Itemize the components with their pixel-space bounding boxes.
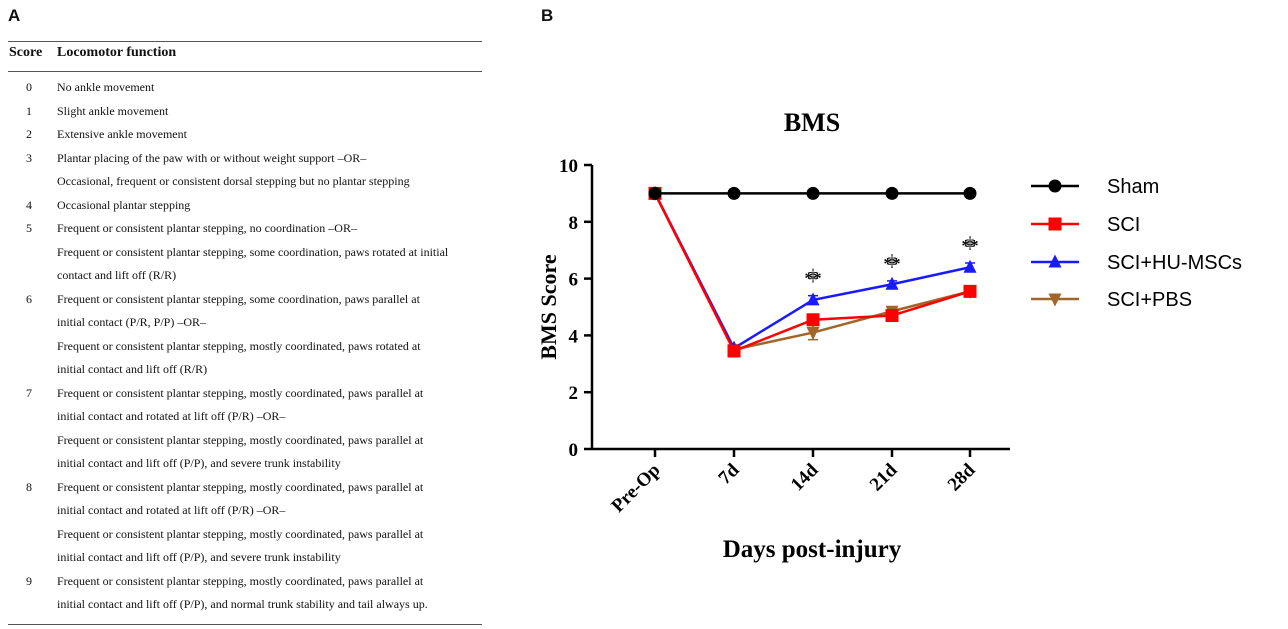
table-description-line: initial contact and rotated at lift off … bbox=[57, 503, 286, 517]
legend-label: SCI+HU-MSCs bbox=[1107, 252, 1242, 274]
data-point-sci bbox=[885, 309, 899, 323]
x-tick-label: 21d bbox=[866, 459, 902, 495]
x-tick-label: 14d bbox=[787, 459, 823, 495]
y-tick-label: 2 bbox=[569, 383, 579, 404]
data-point-sham bbox=[727, 186, 741, 200]
significance-stars: ** bbox=[962, 236, 979, 255]
table-score-4: 4 bbox=[26, 197, 32, 212]
data-point-sci-hu-mscs bbox=[963, 259, 977, 273]
y-tick-label: 6 bbox=[569, 270, 579, 291]
table-description-line: Extensive ankle movement bbox=[57, 127, 187, 141]
data-point-sham bbox=[885, 186, 899, 200]
header-score: Score bbox=[9, 45, 43, 60]
table-description-line: Frequent or consistent plantar stepping,… bbox=[57, 244, 449, 259]
legend-marker bbox=[1048, 254, 1062, 268]
legend-label: Sham bbox=[1107, 176, 1159, 198]
significance-stars: ** bbox=[884, 254, 901, 273]
legend-marker bbox=[1048, 293, 1062, 307]
panel-a-label: A bbox=[8, 6, 21, 25]
table-description-line: Frequent or consistent plantar stepping,… bbox=[57, 385, 424, 400]
x-tick-label: 7d bbox=[714, 459, 743, 488]
data-point-sham bbox=[806, 186, 820, 200]
table-description-line: initial contact and rotated at lift off … bbox=[57, 409, 286, 423]
table-header-rule bbox=[8, 71, 482, 72]
table-score-3: 3 bbox=[26, 150, 32, 165]
table-description-line: Plantar placing of the paw with or witho… bbox=[57, 150, 367, 165]
table-bottom-rule bbox=[8, 624, 482, 625]
table-description-line: initial contact and lift off (P/P), and … bbox=[57, 597, 428, 611]
table-description-line: Occasional plantar stepping bbox=[57, 197, 191, 212]
panel-b-label: B bbox=[541, 6, 554, 25]
table-description-line: Frequent or consistent plantar stepping,… bbox=[57, 221, 357, 235]
legend-label: SCI+PBS bbox=[1107, 289, 1192, 311]
x-axis-label: Days post-injury bbox=[723, 536, 902, 563]
table-description-line: Frequent or consistent plantar stepping,… bbox=[57, 432, 424, 447]
y-tick-label: 0 bbox=[569, 440, 579, 461]
table-score-9: 9 bbox=[26, 573, 32, 588]
table-description-line: initial contact and lift off (P/P), and … bbox=[57, 456, 341, 470]
table-score-8: 8 bbox=[26, 479, 32, 494]
significance-dagger: ‡ bbox=[966, 233, 975, 252]
data-point-sci bbox=[963, 284, 977, 298]
table-score-5: 5 bbox=[26, 221, 32, 235]
table-description-line: Occasional, frequent or consistent dorsa… bbox=[57, 174, 410, 188]
table-score-2: 2 bbox=[26, 127, 32, 141]
x-tick-label: 28d bbox=[944, 459, 980, 495]
y-tick-label: 10 bbox=[559, 156, 578, 177]
data-point-sham bbox=[648, 186, 662, 200]
table-score-6: 6 bbox=[26, 291, 32, 306]
table-score-1: 1 bbox=[26, 103, 32, 118]
significance-dagger: ‡ bbox=[809, 266, 818, 285]
bms-line-chart: BMS 0 2 4 6 8 10 Pre-Op 7d 14d 21d 28d Days post-inj… bbox=[536, 108, 1242, 563]
y-tick-label: 8 bbox=[569, 213, 579, 234]
y-axis-label: BMS Score bbox=[536, 254, 561, 360]
data-point-sci-hu-mscs bbox=[885, 276, 899, 290]
legend-label: SCI bbox=[1107, 214, 1140, 236]
table-description-line: Frequent or consistent plantar stepping,… bbox=[57, 573, 424, 588]
significance-stars: ** bbox=[805, 269, 822, 288]
legend-marker bbox=[1048, 217, 1062, 231]
table-description-line: contact and lift off (R/R) bbox=[57, 268, 177, 282]
table-description-line: initial contact and lift off (P/P), and … bbox=[57, 550, 341, 564]
table-description-line: initial contact (P/R, P/P) –OR– bbox=[57, 315, 206, 329]
header-locomotor-function: Locomotor function bbox=[57, 45, 177, 60]
table-score-7: 7 bbox=[26, 385, 32, 400]
table-score-0: 0 bbox=[26, 80, 32, 94]
table-description-line: Slight ankle movement bbox=[57, 103, 169, 118]
x-tick-label: Pre-Op bbox=[607, 460, 664, 517]
y-tick-label: 4 bbox=[569, 326, 579, 347]
data-point-sci-hu-mscs bbox=[806, 292, 820, 306]
data-point-sci bbox=[806, 313, 820, 327]
table-description-line: Frequent or consistent plantar stepping,… bbox=[57, 338, 421, 353]
data-point-sci-pbs bbox=[806, 327, 820, 341]
table-top-rule bbox=[8, 41, 482, 42]
data-point-sham bbox=[963, 186, 977, 200]
table-description-line: No ankle movement bbox=[57, 80, 155, 94]
table-description-line: Frequent or consistent plantar stepping,… bbox=[57, 526, 424, 541]
table-description-line: Frequent or consistent plantar stepping,… bbox=[57, 291, 420, 306]
significance-dagger: ‡ bbox=[888, 251, 897, 270]
table-description-line: initial contact and lift off (R/R) bbox=[57, 362, 208, 376]
chart-title: BMS bbox=[784, 108, 840, 137]
table-description-line: Frequent or consistent plantar stepping,… bbox=[57, 479, 424, 494]
legend-marker bbox=[1048, 179, 1062, 193]
data-point-sci bbox=[727, 344, 741, 358]
